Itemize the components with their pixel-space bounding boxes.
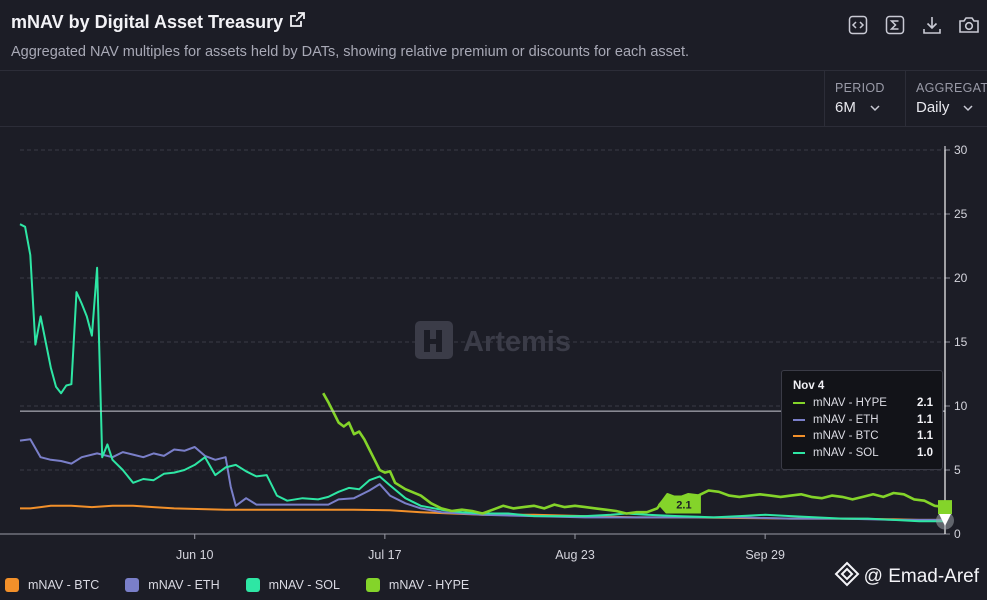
y-tick-label: 30 [954,143,968,157]
series-line-sol [19,223,945,523]
x-tick-label: Sep 29 [745,548,785,562]
period-value: 6M [835,99,856,116]
tooltip-swatch [793,418,805,421]
y-tick-label: 15 [954,335,968,349]
chevron-down-icon [963,99,973,116]
chart-header: mNAV by Digital Asset Treasury Aggregate… [0,0,987,70]
y-tick-label: 5 [954,463,961,477]
sigma-formula-icon[interactable] [882,12,907,37]
legend-label: mNAV - BTC [28,578,100,592]
series-line-hype [322,392,946,515]
tooltip-swatch [793,402,805,404]
tooltip-date: Nov 4 [793,380,825,392]
camera-icon[interactable] [956,12,981,37]
aggregate-select[interactable]: AGGREGATE Daily [905,71,987,126]
tooltip-row: mNAV - BTC 1.1 [793,428,933,444]
tooltip-row: mNAV - HYPE 2.1 [793,395,933,411]
author-credit: @ Emad-Aref [834,561,979,593]
tooltip-series-name: mNAV - BTC [813,430,879,442]
artemis-watermark: Artemis [415,321,571,359]
legend-item-sol[interactable]: mNAV - SOL [245,578,340,592]
legend: mNAV - BTC mNAV - ETH mNAV - SOL mNAV - … [0,574,495,596]
legend-item-hype[interactable]: mNAV - HYPE [365,578,470,592]
aggregate-label: AGGREGATE [916,81,987,95]
x-tick-label: Aug 23 [555,548,595,562]
tooltip-series-value: 1.1 [917,413,933,426]
watermark-text: Artemis [463,326,571,358]
tooltip-swatch [793,451,805,454]
value-badge-label: 2.1 [676,500,691,512]
chart-subtitle: Aggregated NAV multiples for assets held… [11,44,690,60]
chart-area[interactable]: Artemis 0 5 10 15 20 25 30 Jun 10 Jul 17 Aug 23 Se… [0,126,987,570]
download-icon[interactable] [919,12,944,37]
external-link-icon[interactable] [289,12,305,33]
toolbar [845,12,981,37]
hype-end-marker [938,500,952,515]
y-tick-label: 25 [954,207,968,221]
cursor-triangle-marker [939,514,951,526]
legend-label: mNAV - ETH [148,578,220,592]
series-lines [19,223,946,523]
y-tick-label: 0 [954,527,961,541]
value-badge [657,495,701,514]
x-tick-label: Jun 10 [176,548,214,562]
x-tick-label: Jul 17 [368,548,401,562]
credit-text: @ Emad-Aref [863,566,979,587]
tooltip-series-value: 2.1 [917,397,933,409]
diamond-logo-icon [834,561,860,593]
tooltip-series-value: 1.1 [917,430,933,442]
period-label: PERIOD [835,81,885,95]
hover-tooltip: Nov 4 mNAV - HYPE 2.1 mNAV - ETH 1.1 mNAV - … [781,370,943,470]
period-select[interactable]: PERIOD 6M [824,71,907,126]
tooltip-swatch [793,435,805,437]
tooltip-series-name: mNAV - HYPE [813,397,887,409]
embed-code-icon[interactable] [845,12,870,37]
tooltip-row: mNAV - ETH 1.1 [793,412,933,428]
legend-swatch [245,578,260,592]
tooltip-series-value: 1.0 [917,446,933,459]
legend-label: mNAV - SOL [268,578,340,592]
legend-item-btc[interactable]: mNAV - BTC [0,578,99,592]
legend-swatch [125,578,140,592]
aggregate-value: Daily [916,99,950,116]
tooltip-row: mNAV - SOL 1.0 [793,445,933,461]
chart-title-text: mNAV by Digital Asset Treasury [11,12,284,32]
tooltip-series-name: mNAV - ETH [813,413,879,426]
legend-item-eth[interactable]: mNAV - ETH [125,578,220,592]
legend-label: mNAV - HYPE [388,578,470,592]
legend-swatch [365,578,380,592]
tooltip-series-name: mNAV - SOL [813,446,879,459]
chart-title[interactable]: mNAV by Digital Asset Treasury [11,12,305,33]
y-tick-label: 10 [954,399,968,413]
legend-swatch [5,578,19,592]
chart-controls: PERIOD 6M AGGREGATE Daily [0,70,987,127]
mnav-line-chart[interactable]: Artemis 0 5 10 15 20 25 30 Jun 10 Jul 17 Aug 23 Se… [0,126,987,570]
y-tick-label: 20 [954,271,968,285]
chevron-down-icon [870,99,880,116]
